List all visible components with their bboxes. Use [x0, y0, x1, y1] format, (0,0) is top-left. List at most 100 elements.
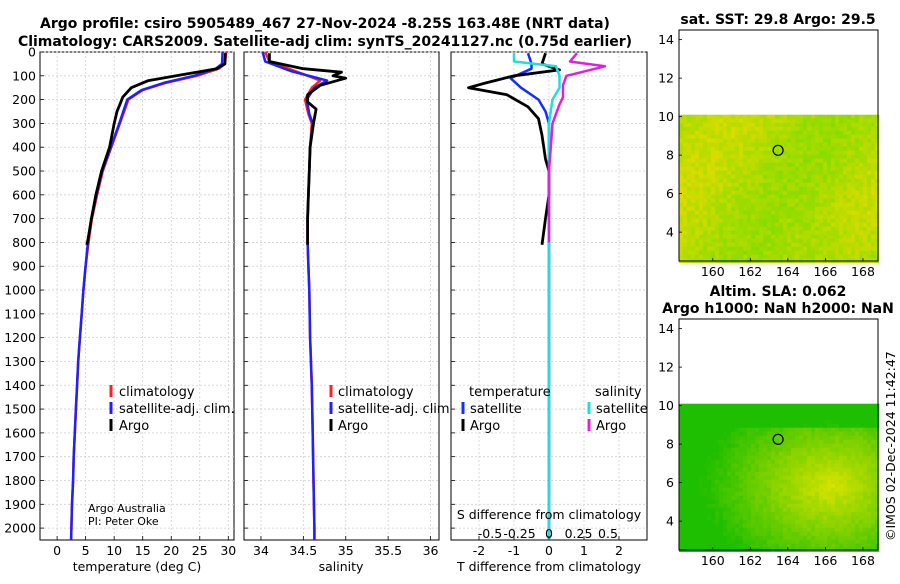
map-cell [867, 226, 872, 231]
map-cell [791, 162, 796, 167]
map-cell [827, 487, 832, 492]
map-cell [827, 515, 832, 520]
map-cell [711, 166, 716, 171]
map-cell [727, 214, 732, 219]
sla-map-title-1: Altim. SLA: 0.062 [710, 284, 847, 300]
map-cell [715, 182, 720, 187]
map-cell [779, 451, 784, 456]
map-cell [687, 186, 692, 191]
map-cell [719, 130, 724, 135]
map-cell [683, 435, 688, 440]
map-cell [759, 122, 764, 127]
map-cell [787, 246, 792, 251]
map-cell [799, 170, 804, 175]
map-cell [815, 487, 820, 492]
map-cell [771, 226, 776, 231]
map-cell [739, 407, 744, 412]
map-cell [875, 415, 880, 420]
map-cell [807, 234, 812, 239]
map-cell [755, 174, 760, 179]
map-cell [731, 487, 736, 492]
map-cell [851, 447, 856, 452]
map-cell [739, 491, 744, 496]
map-cell [755, 226, 760, 231]
map-cell [679, 519, 684, 524]
map-cell [759, 523, 764, 528]
map-cell [683, 463, 688, 468]
map-cell [683, 254, 688, 259]
map-cell [835, 539, 840, 544]
map-cell [695, 459, 700, 464]
map-cell [831, 122, 836, 127]
map-cell [791, 246, 796, 251]
map-cell [707, 198, 712, 203]
map-cell [855, 435, 860, 440]
map-cell [715, 499, 720, 504]
map-cell [835, 515, 840, 520]
map-cell [855, 166, 860, 171]
map-cell [743, 154, 748, 159]
map-cell [739, 186, 744, 191]
map-cell [683, 146, 688, 151]
map-cell [771, 431, 776, 436]
map-cell [835, 439, 840, 444]
map-cell [819, 499, 824, 504]
map-cell [723, 114, 728, 119]
map-cell [807, 455, 812, 460]
map-cell [819, 479, 824, 484]
map-cell [867, 166, 872, 171]
map-cell [711, 246, 716, 251]
map-cell [739, 539, 744, 544]
map-cell [707, 523, 712, 528]
map-cell [847, 539, 852, 544]
map-cell [707, 439, 712, 444]
x-tick-label: 10 [106, 543, 122, 558]
map-cell [815, 182, 820, 187]
map-cell [743, 194, 748, 199]
map-cell [831, 495, 836, 500]
map-cell [859, 411, 864, 416]
map-cell [843, 134, 848, 139]
map-cell [835, 250, 840, 255]
map-cell [723, 142, 728, 147]
map-cell [771, 531, 776, 536]
map-cell [679, 427, 684, 432]
map-cell [831, 166, 836, 171]
map-cell [699, 539, 704, 544]
map-cell [827, 166, 832, 171]
map-cell [743, 138, 748, 143]
map-cell [759, 214, 764, 219]
map-cell [783, 214, 788, 219]
map-cell [771, 479, 776, 484]
map-cell [819, 230, 824, 235]
map-cell [731, 194, 736, 199]
map-cell [767, 407, 772, 412]
map-cell [707, 126, 712, 131]
map-cell [799, 523, 804, 528]
map-cell [815, 118, 820, 123]
map-cell [707, 254, 712, 259]
map-cell [811, 138, 816, 143]
map-cell [803, 198, 808, 203]
map-cell [679, 407, 684, 412]
s-tick-label: 0 [545, 526, 553, 541]
map-cell [791, 182, 796, 187]
map-cell [799, 511, 804, 516]
map-cell [803, 122, 808, 127]
map-cell [743, 166, 748, 171]
map-cell [859, 423, 864, 428]
map-cell [759, 487, 764, 492]
map-cell [755, 134, 760, 139]
map-cell [791, 126, 796, 131]
map-cell [723, 423, 728, 428]
map-cell [803, 242, 808, 247]
map-cell [707, 539, 712, 544]
map-cell [843, 523, 848, 528]
map-cell [803, 146, 808, 151]
map-cell [831, 475, 836, 480]
map-cell [679, 447, 684, 452]
map-cell [751, 182, 756, 187]
map-cell [791, 415, 796, 420]
map-cell [823, 435, 828, 440]
map-cell [807, 427, 812, 432]
